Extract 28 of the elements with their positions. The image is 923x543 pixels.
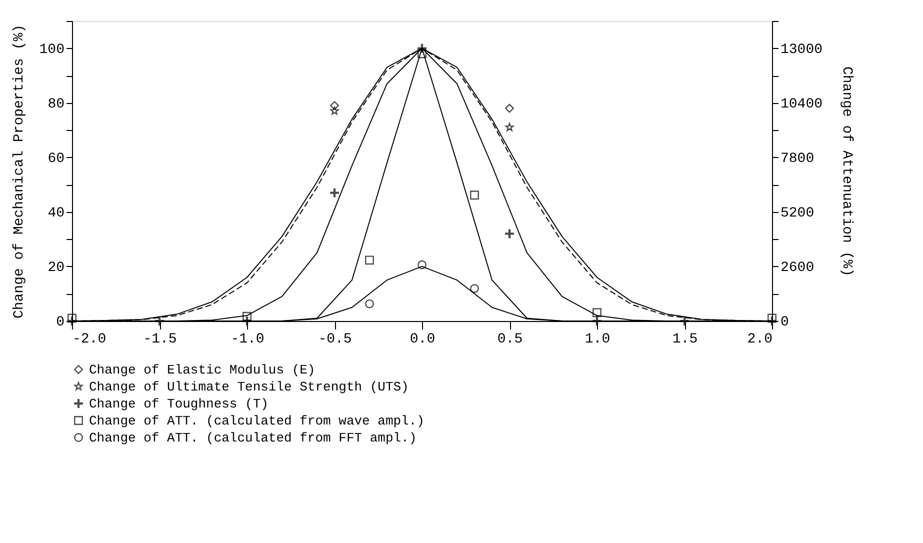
y-tick-label: 60	[48, 150, 64, 167]
x-tick-label: -2.0	[72, 332, 106, 348]
y2-tick-label: 5200	[780, 205, 814, 222]
y-tick-label: 20	[48, 260, 64, 276]
x-tick-label: -1.0	[230, 332, 264, 348]
legend-label: Change of Elastic Modulus (E)	[89, 362, 316, 378]
y2-axis-title: Change of Attenuation (%)	[838, 66, 855, 277]
y2-tick-label: 2600	[780, 260, 814, 276]
x-tick-label: 1.5	[672, 332, 698, 348]
y2-tick-label: 0	[780, 314, 789, 330]
y-tick-label: 40	[48, 205, 64, 222]
y-tick-label: 0	[56, 314, 64, 330]
y-axis-title: Change of Mechanical Properties (%)	[11, 24, 28, 319]
legend-label: Change of Toughness (T)	[89, 396, 268, 412]
y2-tick-label: 13000	[780, 42, 823, 58]
y2-tick-label: 7800	[780, 150, 814, 167]
x-tick-label: 0.5	[497, 332, 523, 348]
y-tick-label: 100	[39, 42, 64, 58]
x-tick-label: -0.5	[318, 332, 352, 348]
legend-label: Change of ATT. (calculated from FFT ampl.)	[89, 430, 417, 446]
y-tick-label: 80	[48, 96, 64, 112]
x-tick-label: 0.0	[410, 332, 436, 348]
x-tick-label: -1.5	[143, 332, 177, 348]
y2-tick-label: 10400	[780, 96, 823, 112]
x-tick-label: 1.0	[584, 332, 610, 348]
x-tick-label: 2.0	[747, 332, 772, 348]
legend-label: Change of ATT. (calculated from wave ampl.)	[89, 414, 424, 428]
legend-label: Change of Ultimate Tensile Strength (UTS)	[89, 380, 409, 394]
